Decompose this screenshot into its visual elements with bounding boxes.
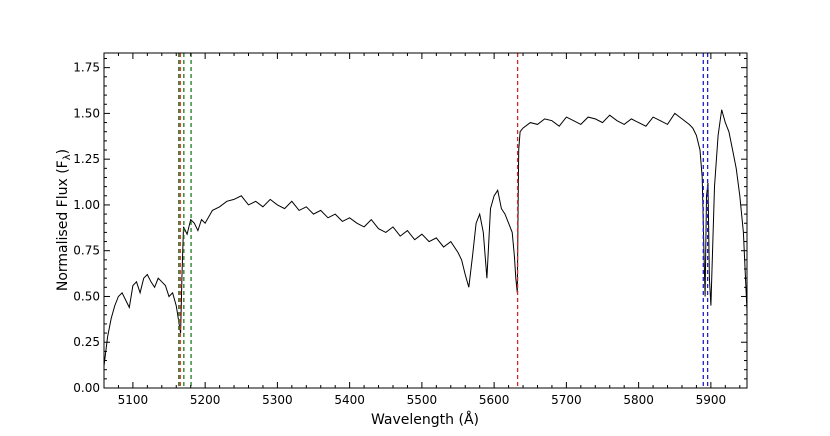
- spectrum-line-0: [103, 109, 748, 367]
- axes-frame: [103, 52, 748, 389]
- axes: 5100 5200 5300 5400 5500 5600 5700 5800 5900 0.00…: [73, 52, 748, 407]
- x-tick-label: 5900: [696, 393, 727, 407]
- y-axis-label: Normalised Flux (Fλ): [55, 149, 73, 291]
- y-axis-label-sub: λ: [62, 154, 73, 160]
- y-tick-label: 0.50: [73, 289, 100, 303]
- x-tick-label: 5200: [190, 393, 221, 407]
- y-tick-label: 1.75: [73, 61, 100, 75]
- y-tick-label: 0.00: [73, 381, 100, 395]
- x-tick-label: 5700: [551, 393, 582, 407]
- x-tick-label: 5600: [479, 393, 510, 407]
- x-tick-label: 5500: [407, 393, 438, 407]
- x-tick-label: 5300: [262, 393, 293, 407]
- y-tick-label: 0.75: [73, 244, 100, 258]
- x-tick-label: 5100: [118, 393, 149, 407]
- x-axis-label: Wavelength (Å): [371, 411, 479, 428]
- y-tick-label: 1.50: [73, 106, 100, 120]
- y-tick-label: 0.25: [73, 335, 100, 349]
- plot-area: [103, 53, 748, 388]
- x-tick-label: 5400: [334, 393, 365, 407]
- y-tick-label: 1.25: [73, 152, 100, 166]
- y-axis-label-main: Normalised Flux (F: [55, 160, 71, 291]
- x-tick-label: 5800: [623, 393, 654, 407]
- y-tick-label: 1.00: [73, 198, 100, 212]
- y-axis-label-end: ): [55, 149, 71, 154]
